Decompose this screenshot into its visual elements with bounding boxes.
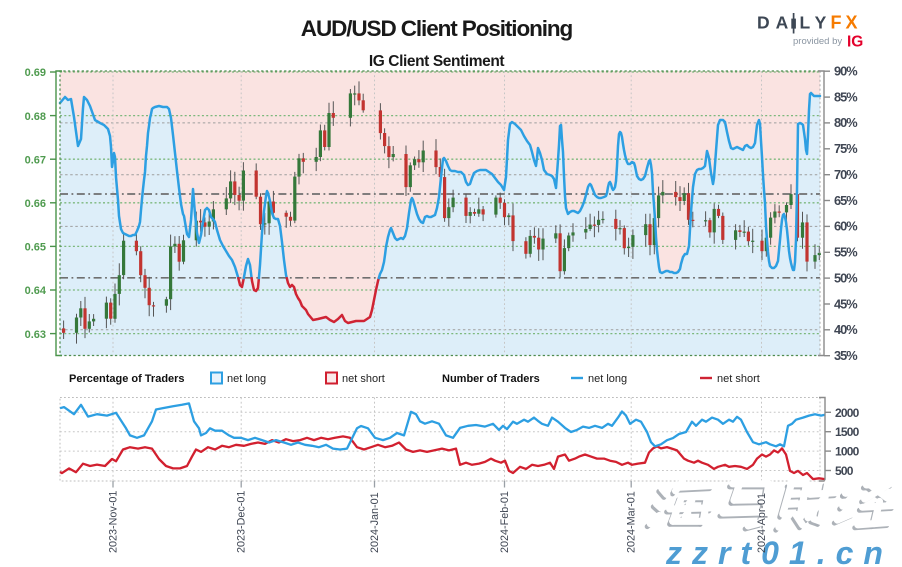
svg-text:net long: net long [227,373,266,385]
svg-text:2024-Apr-01: 2024-Apr-01 [756,493,768,553]
svg-text:1500: 1500 [835,425,860,439]
svg-text:FX: FX [831,13,862,33]
svg-text:0.69: 0.69 [25,67,46,79]
svg-text:60%: 60% [834,219,858,234]
svg-text:Percentage of Traders: Percentage of Traders [69,373,185,385]
svg-text:0.63: 0.63 [25,329,46,341]
svg-text:provided by: provided by [793,36,842,47]
svg-text:65%: 65% [834,193,858,208]
svg-text:net long: net long [588,373,627,385]
svg-text:75%: 75% [834,141,858,156]
svg-text:40%: 40% [834,322,858,337]
svg-text:2024-Mar-01: 2024-Mar-01 [626,491,638,553]
svg-text:50%: 50% [834,270,858,285]
svg-text:45%: 45% [834,296,858,311]
svg-text:85%: 85% [834,89,858,104]
svg-text:90%: 90% [834,64,858,79]
svg-text:2024-Jan-01: 2024-Jan-01 [369,492,381,553]
svg-text:55%: 55% [834,245,858,260]
svg-text:zzrt01.cn: zzrt01.cn [665,535,893,567]
svg-text:1000: 1000 [835,445,860,459]
svg-text:500: 500 [835,464,854,478]
svg-text:2023-Nov-01: 2023-Nov-01 [108,491,120,553]
svg-text:80%: 80% [834,115,858,130]
svg-text:0.67: 0.67 [25,154,46,166]
svg-text:35%: 35% [834,348,858,363]
svg-text:2000: 2000 [835,406,860,420]
svg-text:0.68: 0.68 [25,111,46,123]
svg-text:2024-Feb-01: 2024-Feb-01 [499,491,511,553]
svg-text:DA: DA [757,13,794,33]
svg-text:net short: net short [717,373,760,385]
svg-text:IG: IG [847,34,863,51]
svg-text:0.65: 0.65 [25,242,46,254]
svg-text:0.66: 0.66 [25,198,46,210]
svg-text:zzrt01.cn: zzrt01.cn [665,535,893,567]
svg-text:2023-Dec-01: 2023-Dec-01 [236,491,248,553]
svg-text:0.64: 0.64 [25,285,47,297]
svg-text:net short: net short [342,373,385,385]
svg-text:Number of Traders: Number of Traders [442,373,540,385]
svg-text:70%: 70% [834,167,858,182]
svg-text:LY: LY [800,13,833,33]
